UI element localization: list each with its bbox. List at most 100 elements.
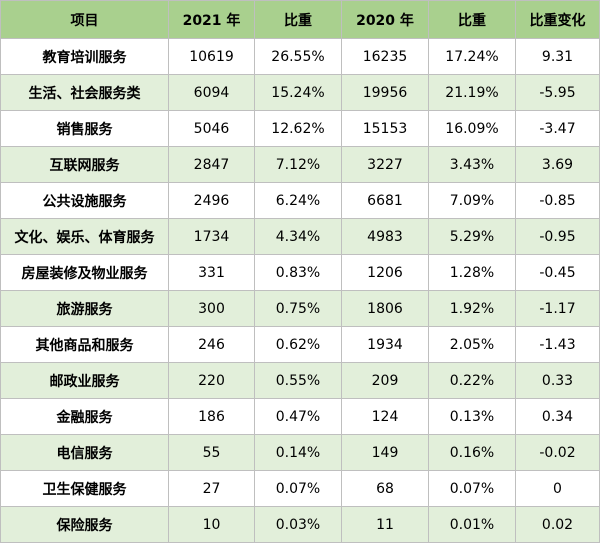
share-2021-cell: 26.55% (254, 38, 342, 75)
value-2021-cell: 10 (168, 506, 255, 543)
share-2021-cell: 0.07% (254, 470, 342, 507)
table-row: 房屋装修及物业服务 331 0.83% 1206 1.28% -0.45 (0, 254, 600, 291)
header-item: 项目 (0, 0, 169, 39)
share-2021-cell: 12.62% (254, 110, 342, 147)
share-2020-cell: 5.29% (428, 218, 516, 255)
share-2021-cell: 0.83% (254, 254, 342, 291)
item-label-cell: 生活、社会服务类 (0, 74, 169, 111)
item-label-cell: 电信服务 (0, 434, 169, 471)
value-2020-cell: 1806 (341, 290, 429, 327)
table-row: 金融服务 186 0.47% 124 0.13% 0.34 (0, 398, 600, 435)
header-row: 项目 2021 年 比重 2020 年 比重 比重变化 (0, 0, 600, 39)
value-2021-cell: 1734 (168, 218, 255, 255)
share-2020-cell: 3.43% (428, 146, 516, 183)
share-2021-cell: 7.12% (254, 146, 342, 183)
share-2020-cell: 21.19% (428, 74, 516, 111)
value-2021-cell: 331 (168, 254, 255, 291)
share-2021-cell: 6.24% (254, 182, 342, 219)
share-change-cell: -0.45 (515, 254, 600, 291)
table-body: 教育培训服务 10619 26.55% 16235 17.24% 9.31 生活、社会服务类… (0, 38, 600, 543)
value-2020-cell: 6681 (341, 182, 429, 219)
table-row: 电信服务 55 0.14% 149 0.16% -0.02 (0, 434, 600, 471)
value-2020-cell: 149 (341, 434, 429, 471)
share-2021-cell: 0.14% (254, 434, 342, 471)
table-header: 项目 2021 年 比重 2020 年 比重 比重变化 (0, 0, 600, 39)
value-2021-cell: 55 (168, 434, 255, 471)
value-2021-cell: 2496 (168, 182, 255, 219)
share-2021-cell: 0.55% (254, 362, 342, 399)
share-2020-cell: 0.13% (428, 398, 516, 435)
value-2021-cell: 5046 (168, 110, 255, 147)
share-2020-cell: 0.22% (428, 362, 516, 399)
share-2021-cell: 4.34% (254, 218, 342, 255)
share-change-cell: -1.43 (515, 326, 600, 363)
value-2020-cell: 1206 (341, 254, 429, 291)
table-row: 互联网服务 2847 7.12% 3227 3.43% 3.69 (0, 146, 600, 183)
item-label-cell: 公共设施服务 (0, 182, 169, 219)
share-change-cell: -1.17 (515, 290, 600, 327)
value-2021-cell: 2847 (168, 146, 255, 183)
table-row: 销售服务 5046 12.62% 15153 16.09% -3.47 (0, 110, 600, 147)
item-label-cell: 销售服务 (0, 110, 169, 147)
value-2020-cell: 68 (341, 470, 429, 507)
share-2020-cell: 0.07% (428, 470, 516, 507)
share-change-cell: 0.02 (515, 506, 600, 543)
value-2020-cell: 19956 (341, 74, 429, 111)
value-2020-cell: 4983 (341, 218, 429, 255)
share-2020-cell: 2.05% (428, 326, 516, 363)
item-label-cell: 保险服务 (0, 506, 169, 543)
value-2021-cell: 186 (168, 398, 255, 435)
share-change-cell: 0 (515, 470, 600, 507)
item-label-cell: 房屋装修及物业服务 (0, 254, 169, 291)
table-row: 生活、社会服务类 6094 15.24% 19956 21.19% -5.95 (0, 74, 600, 111)
value-2021-cell: 246 (168, 326, 255, 363)
table-row: 旅游服务 300 0.75% 1806 1.92% -1.17 (0, 290, 600, 327)
share-change-cell: -5.95 (515, 74, 600, 111)
table-row: 邮政业服务 220 0.55% 209 0.22% 0.33 (0, 362, 600, 399)
share-2020-cell: 1.92% (428, 290, 516, 327)
share-2020-cell: 16.09% (428, 110, 516, 147)
share-2020-cell: 0.16% (428, 434, 516, 471)
value-2021-cell: 10619 (168, 38, 255, 75)
item-label-cell: 教育培训服务 (0, 38, 169, 75)
share-change-cell: 0.33 (515, 362, 600, 399)
share-change-cell: -3.47 (515, 110, 600, 147)
item-label-cell: 金融服务 (0, 398, 169, 435)
share-change-cell: 0.34 (515, 398, 600, 435)
item-label-cell: 互联网服务 (0, 146, 169, 183)
header-share-2021: 比重 (254, 0, 342, 39)
value-2021-cell: 6094 (168, 74, 255, 111)
share-2020-cell: 0.01% (428, 506, 516, 543)
share-2021-cell: 0.47% (254, 398, 342, 435)
value-2020-cell: 3227 (341, 146, 429, 183)
header-share-change: 比重变化 (515, 0, 600, 39)
share-2021-cell: 0.03% (254, 506, 342, 543)
share-change-cell: 9.31 (515, 38, 600, 75)
value-2021-cell: 27 (168, 470, 255, 507)
header-2021: 2021 年 (168, 0, 255, 39)
share-2021-cell: 0.62% (254, 326, 342, 363)
value-2021-cell: 300 (168, 290, 255, 327)
header-share-2020: 比重 (428, 0, 516, 39)
value-2020-cell: 209 (341, 362, 429, 399)
table-row: 文化、娱乐、体育服务 1734 4.34% 4983 5.29% -0.95 (0, 218, 600, 255)
value-2020-cell: 124 (341, 398, 429, 435)
item-label-cell: 旅游服务 (0, 290, 169, 327)
share-2020-cell: 7.09% (428, 182, 516, 219)
share-2020-cell: 1.28% (428, 254, 516, 291)
share-change-cell: -0.85 (515, 182, 600, 219)
table-row: 公共设施服务 2496 6.24% 6681 7.09% -0.85 (0, 182, 600, 219)
value-2020-cell: 16235 (341, 38, 429, 75)
item-label-cell: 卫生保健服务 (0, 470, 169, 507)
share-2021-cell: 15.24% (254, 74, 342, 111)
table-row: 保险服务 10 0.03% 11 0.01% 0.02 (0, 506, 600, 543)
share-change-cell: -0.02 (515, 434, 600, 471)
value-2020-cell: 11 (341, 506, 429, 543)
item-label-cell: 其他商品和服务 (0, 326, 169, 363)
value-2021-cell: 220 (168, 362, 255, 399)
share-2020-cell: 17.24% (428, 38, 516, 75)
table-row: 卫生保健服务 27 0.07% 68 0.07% 0 (0, 470, 600, 507)
share-2021-cell: 0.75% (254, 290, 342, 327)
value-2020-cell: 1934 (341, 326, 429, 363)
